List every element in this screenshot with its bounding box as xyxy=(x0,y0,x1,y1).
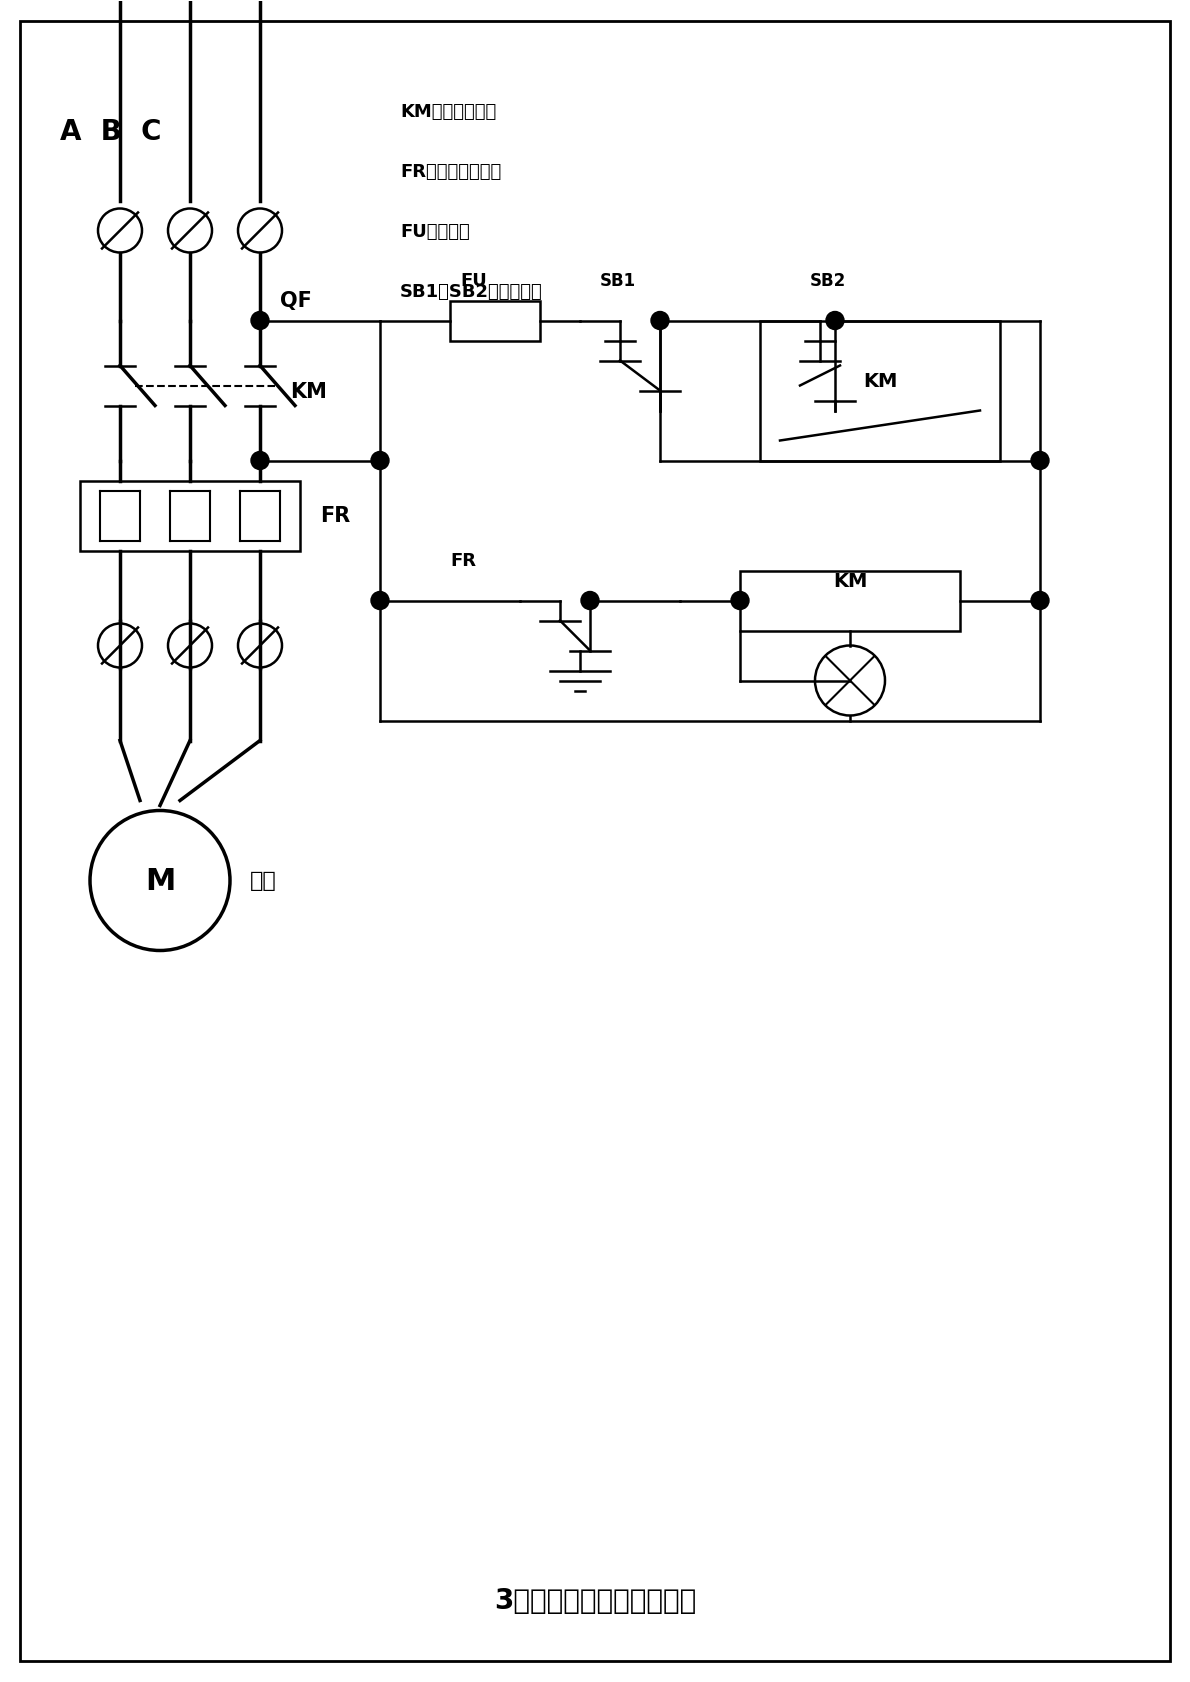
Text: KM: KM xyxy=(833,572,868,590)
Text: FR：热过载继电器: FR：热过载继电器 xyxy=(400,163,501,180)
Text: 3相电机启、停控制接线图: 3相电机启、停控制接线图 xyxy=(494,1586,696,1615)
Text: 电机: 电机 xyxy=(250,871,277,891)
Circle shape xyxy=(371,592,389,611)
Text: KM: KM xyxy=(863,372,897,390)
Bar xyxy=(760,321,1000,461)
Text: FR: FR xyxy=(450,552,476,570)
Text: FU: FU xyxy=(461,272,487,291)
Text: SB2: SB2 xyxy=(810,272,846,291)
Circle shape xyxy=(1031,592,1050,611)
Text: FU：保险丝: FU：保险丝 xyxy=(400,222,470,241)
Circle shape xyxy=(581,592,599,611)
Bar xyxy=(80,481,300,552)
Text: M: M xyxy=(145,866,175,895)
Bar xyxy=(450,301,540,341)
Text: QF: QF xyxy=(280,291,312,311)
Text: SB1: SB1 xyxy=(600,272,637,291)
Circle shape xyxy=(731,592,749,611)
Circle shape xyxy=(251,313,269,330)
Text: FR: FR xyxy=(320,506,350,526)
Text: SB1、SB2：启停按钮: SB1、SB2：启停按钮 xyxy=(400,283,543,301)
Text: KM：交流接触器: KM：交流接触器 xyxy=(400,103,496,121)
Circle shape xyxy=(651,313,669,330)
Text: KM: KM xyxy=(290,382,327,402)
Bar xyxy=(740,572,960,631)
Circle shape xyxy=(251,452,269,471)
Circle shape xyxy=(1031,452,1050,471)
Circle shape xyxy=(371,452,389,471)
Circle shape xyxy=(826,313,844,330)
Text: A  B  C: A B C xyxy=(60,118,162,145)
